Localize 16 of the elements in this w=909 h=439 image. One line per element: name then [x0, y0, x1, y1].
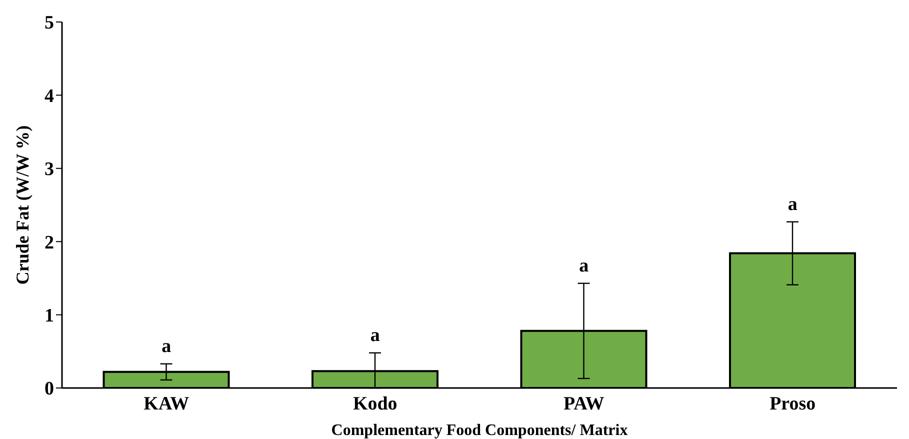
- x-axis-title: Complementary Food Components/ Matrix: [331, 422, 628, 439]
- x-tick-label: KAW: [144, 393, 190, 414]
- x-tick-label: Proso: [770, 393, 816, 414]
- annotation: a: [788, 194, 798, 215]
- annotation: a: [579, 255, 590, 276]
- y-tick-label: 0: [44, 378, 54, 400]
- y-tick-label: 3: [44, 159, 54, 180]
- y-tick-label: 5: [44, 12, 54, 34]
- annotation: a: [370, 324, 380, 346]
- x-tick-label: PAW: [563, 393, 604, 414]
- x-tick-label: Kodo: [352, 393, 398, 414]
- y-tick-label: 4: [44, 86, 54, 107]
- annotation: a: [162, 336, 172, 357]
- y-tick-label: 1: [44, 306, 54, 327]
- y-axis-title: Crude Fat (W/W %): [12, 125, 32, 285]
- y-tick-label: 2: [44, 232, 54, 254]
